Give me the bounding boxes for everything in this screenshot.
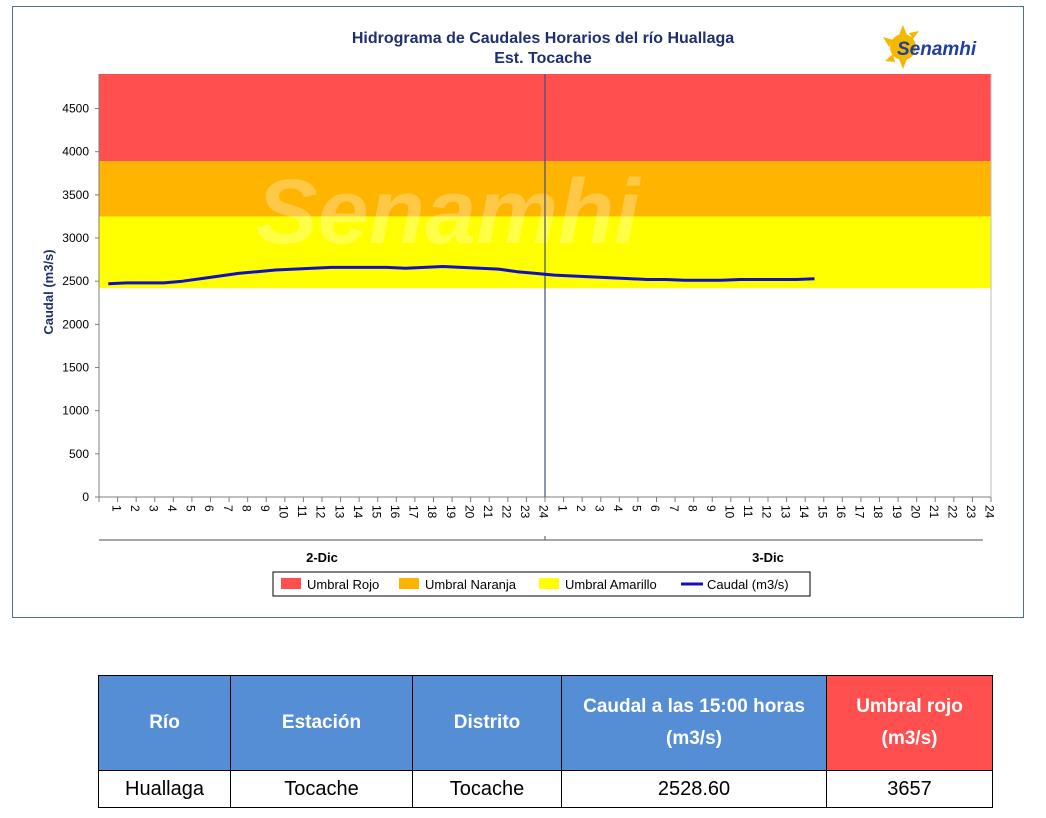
x-tick-label: 11 [741, 505, 755, 518]
y-tick-label: 4000 [62, 145, 89, 159]
x-tick-label: 22 [500, 505, 514, 519]
chart-panel: Hidrograma de Caudales Horarios del río … [12, 6, 1024, 618]
y-tick-label: 3500 [62, 188, 89, 202]
cell-caudal: 2528.60 [561, 770, 827, 808]
x-tick-label: 2 [128, 505, 142, 512]
x-tick-label: 19 [890, 505, 904, 519]
x-tick-label: 4 [611, 505, 625, 512]
x-tick-label: 17 [853, 505, 867, 519]
y-tick-label: 3000 [62, 231, 89, 245]
date-group-label: 3-Dic [752, 550, 784, 565]
x-tick-label: 16 [834, 505, 848, 519]
chart-title: Hidrograma de Caudales Horarios del río … [352, 30, 734, 47]
legend-label: Umbral Amarillo [565, 577, 657, 592]
x-tick-label: 13 [778, 505, 792, 519]
x-tick-label: 10 [723, 505, 737, 519]
x-tick-label: 5 [630, 505, 644, 512]
x-tick-label: 13 [332, 505, 346, 519]
legend-swatch [539, 578, 559, 589]
x-tick-label: 18 [871, 505, 885, 519]
table-header-row: Río Estación Distrito Caudal a las 15:00… [98, 675, 993, 771]
table-row: Huallaga Tocache Tocache 2528.60 3657 [98, 770, 993, 808]
series-layer [108, 265, 815, 286]
x-tick-label: 9 [704, 505, 718, 512]
x-tick-label: 21 [481, 505, 495, 519]
x-tick-label: 15 [815, 505, 829, 519]
x-tick-label: 3 [592, 505, 606, 512]
watermark-text: Senamhi [256, 161, 642, 263]
x-tick-label: 24 [537, 505, 551, 519]
header-caudal: Caudal a las 15:00 horas (m3/s) [561, 675, 827, 771]
legend-label: Caudal (m3/s) [707, 577, 789, 592]
x-tick-label: 2 [574, 505, 588, 512]
y-tick-label: 0 [82, 490, 89, 504]
x-tick-label: 17 [407, 505, 421, 519]
y-axis-label: Caudal (m3/s) [41, 249, 56, 334]
cell-estacion: Tocache [230, 770, 413, 808]
x-tick-label: 1 [109, 505, 123, 512]
header-distrito: Distrito [412, 675, 562, 771]
x-tick-label: 4 [165, 505, 179, 512]
x-tick-label: 23 [518, 505, 532, 519]
x-tick-label: 5 [184, 505, 198, 512]
x-tick-label: 6 [202, 505, 216, 512]
x-tick-label: 19 [444, 505, 458, 519]
x-tick-label: 11 [295, 505, 309, 518]
x-tick-label: 12 [760, 505, 774, 519]
x-tick-label: 23 [964, 505, 978, 519]
x-tick-label: 7 [221, 505, 235, 512]
header-estacion: Estación [230, 675, 413, 771]
x-tick-label: 16 [388, 505, 402, 519]
header-umbral-rojo: Umbral rojo (m3/s) [826, 675, 993, 771]
x-tick-label: 7 [667, 505, 681, 512]
cell-rio: Huallaga [98, 770, 231, 808]
x-tick-label: 3 [146, 505, 160, 512]
y-tick-label: 2000 [62, 317, 89, 331]
legend-swatch [281, 578, 301, 589]
y-tick-label: 1500 [62, 361, 89, 375]
chart-subtitle: Est. Tocache [494, 50, 592, 67]
header-rio: Río [98, 675, 231, 771]
y-tick-label: 1000 [62, 404, 89, 418]
legend-swatch [399, 578, 419, 589]
logo-text: Senamhi [897, 39, 977, 60]
x-tick-label: 14 [351, 505, 365, 519]
y-tick-label: 2500 [62, 274, 89, 288]
series-line-caudal [108, 265, 815, 286]
legend-label: Umbral Naranja [425, 577, 517, 592]
x-tick-label: 18 [425, 505, 439, 519]
x-tick-label: 8 [685, 505, 699, 512]
date-group-label: 2-Dic [306, 550, 338, 565]
legend: Umbral Rojo Umbral Naranja Umbral Amarillo… [272, 571, 811, 597]
x-tick-label: 22 [946, 505, 960, 519]
legend-label: Umbral Rojo [307, 577, 379, 592]
x-tick-label: 20 [908, 505, 922, 519]
hydrograph-chart: Hidrograma de Caudales Horarios del río … [41, 25, 997, 597]
x-tick-label: 20 [462, 505, 476, 519]
x-tick-label: 1 [555, 505, 569, 512]
y-tick-label: 4500 [62, 102, 89, 116]
x-tick-label: 10 [277, 505, 291, 519]
x-tick-label: 8 [239, 505, 253, 512]
y-tick-label: 500 [69, 447, 89, 461]
x-tick-label: 12 [314, 505, 328, 519]
x-tick-label: 24 [983, 505, 997, 519]
cell-distrito: Tocache [412, 770, 562, 808]
x-tick-label: 15 [369, 505, 383, 519]
sun-icon [883, 25, 919, 69]
cell-umbral-rojo: 3657 [826, 770, 993, 808]
senamhi-logo: Senamhi [883, 25, 977, 69]
x-tick-label: 6 [648, 505, 662, 512]
summary-table: Río Estación Distrito Caudal a las 15:00… [98, 675, 993, 808]
x-tick-label: 9 [258, 505, 272, 512]
x-tick-label: 21 [927, 505, 941, 519]
x-tick-label: 14 [797, 505, 811, 519]
